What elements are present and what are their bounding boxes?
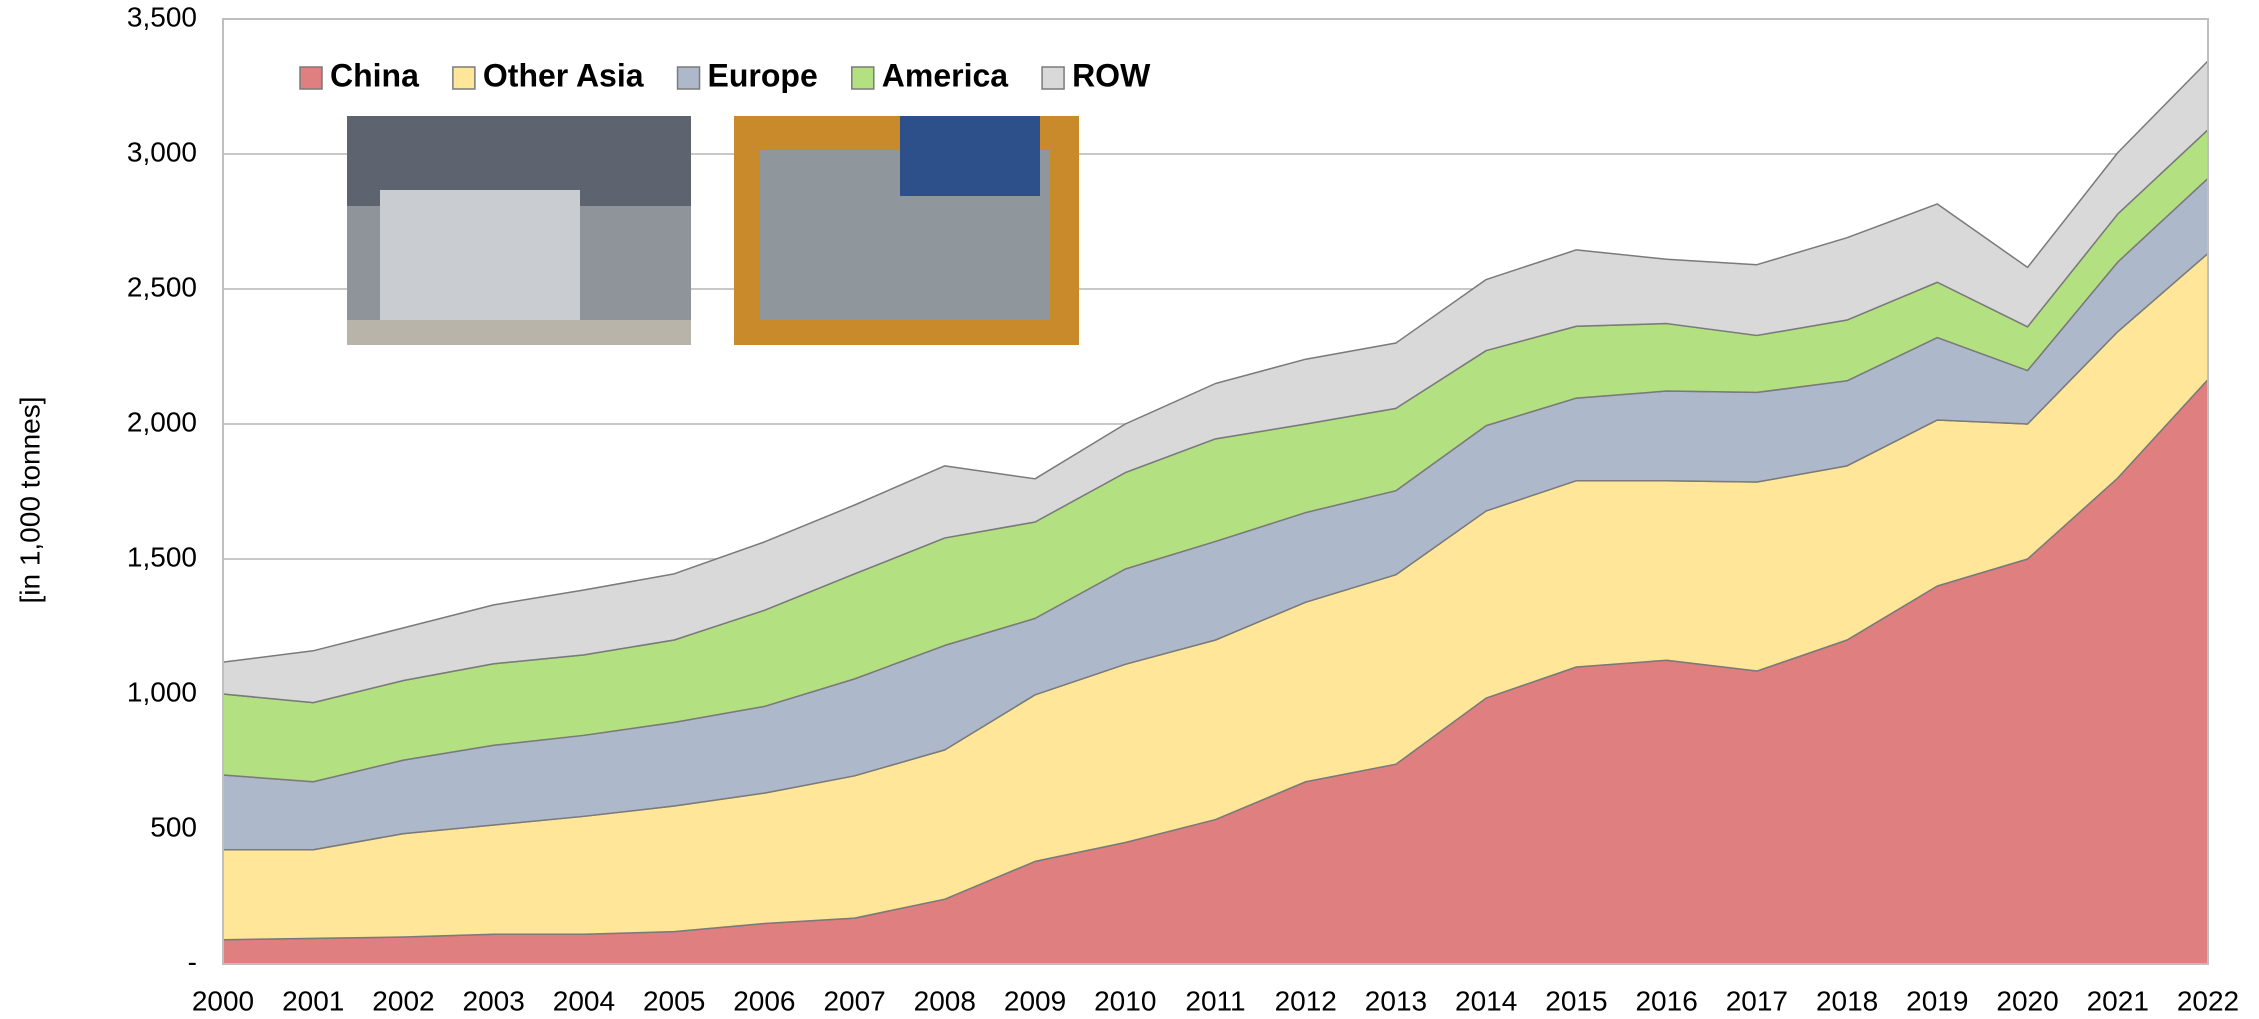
y-tick-label: 500 [150, 811, 197, 842]
y-tick-label: 3,500 [127, 1, 197, 32]
x-tick-label: 2018 [1816, 985, 1878, 1016]
photo-ground [347, 320, 691, 345]
y-tick-label: 2,500 [127, 271, 197, 302]
x-tick-label: 2003 [463, 985, 525, 1016]
x-tick-label: 2002 [372, 985, 434, 1016]
x-tick-label: 2013 [1365, 985, 1427, 1016]
y-tick-label: - [188, 946, 197, 977]
legend-swatch [453, 67, 475, 89]
y-tick-label: 1,500 [127, 541, 197, 572]
legend-swatch [678, 67, 700, 89]
y-axis-label: [in 1,000 tonnes] [14, 396, 45, 603]
x-tick-label: 2005 [643, 985, 705, 1016]
x-tick-label: 2017 [1726, 985, 1788, 1016]
legend-swatch [300, 67, 322, 89]
x-tick-label: 2006 [733, 985, 795, 1016]
x-tick-label: 2000 [192, 985, 254, 1016]
x-tick-label: 2010 [1094, 985, 1156, 1016]
legend-swatch [1042, 67, 1064, 89]
legend-swatch [852, 67, 874, 89]
y-tick-label: 2,000 [127, 406, 197, 437]
legend-label: Other Asia [483, 57, 644, 93]
photo-worker [900, 116, 1040, 196]
legend-label: China [330, 57, 419, 93]
photo-transformer-body [380, 190, 580, 320]
x-tick-label: 2014 [1455, 985, 1517, 1016]
x-tick-label: 2011 [1185, 985, 1245, 1016]
x-tick-label: 2009 [1004, 985, 1066, 1016]
x-tick-label: 2016 [1635, 985, 1697, 1016]
x-tick-label: 2019 [1906, 985, 1968, 1016]
legend-label: ROW [1072, 57, 1151, 93]
y-tick-label: 3,000 [127, 136, 197, 167]
x-tick-label: 2004 [553, 985, 615, 1016]
x-tick-label: 2015 [1545, 985, 1607, 1016]
x-tick-label: 2021 [2087, 985, 2149, 1016]
chart: [in 1,000 tonnes] - 500 1,000 1,500 2,000 2,5… [0, 0, 2259, 1019]
photo-transformer [347, 116, 691, 345]
x-tick-label: 2007 [823, 985, 885, 1016]
page: {"chart_data": { "type": "stacked-area",… [0, 0, 2259, 1019]
x-tick-label: 2012 [1275, 985, 1337, 1016]
x-tick-label: 2022 [2177, 985, 2239, 1016]
photo-steel [734, 116, 1079, 345]
y-tick-label: 1,000 [127, 676, 197, 707]
x-tick-label: 2008 [914, 985, 976, 1016]
legend-label: America [882, 57, 1009, 93]
x-tick-label: 2020 [1996, 985, 2058, 1016]
x-tick-label: 2001 [282, 985, 344, 1016]
legend-label: Europe [708, 57, 818, 93]
